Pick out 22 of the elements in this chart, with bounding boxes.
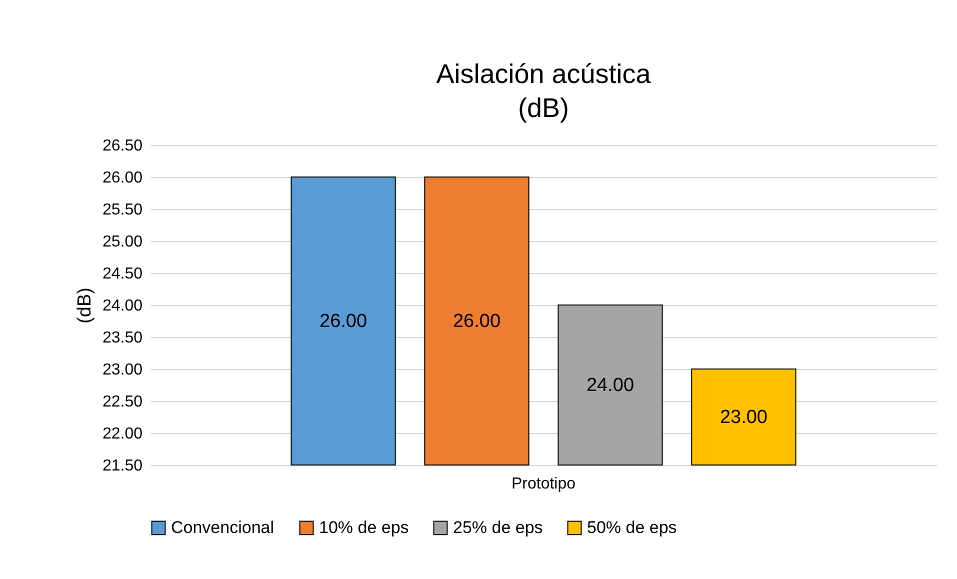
y-tick-label: 21.50: [102, 458, 143, 474]
data-label: 26.00: [320, 311, 368, 332]
y-tick-label: 26.50: [102, 138, 143, 154]
y-tick-label: 24.00: [102, 298, 143, 314]
data-label: 24.00: [586, 375, 634, 396]
legend-label: 10% de eps: [319, 518, 409, 537]
data-label: 26.00: [452, 311, 501, 332]
y-tick-label: 24.50: [102, 266, 143, 282]
y-tick-label: 23.50: [102, 330, 143, 346]
x-tick-label: Prototipo: [511, 476, 576, 492]
y-tick-label: 22.50: [102, 394, 143, 410]
y-axis-title: (dB): [74, 288, 96, 324]
y-tick-label: 22.00: [102, 426, 143, 442]
legend-label: Convencional: [171, 518, 274, 537]
legend-label: 50% de eps: [587, 518, 677, 537]
y-tick-label: 25.00: [102, 234, 143, 250]
data-label: 23.00: [720, 407, 768, 428]
legend-label: 25% de eps: [453, 518, 543, 537]
chart-title: Aislación acústica (dB): [436, 59, 652, 123]
y-tick-label: 26.00: [102, 170, 143, 186]
y-tick-label: 23.00: [102, 362, 143, 378]
y-tick-label: 25.50: [102, 202, 143, 218]
